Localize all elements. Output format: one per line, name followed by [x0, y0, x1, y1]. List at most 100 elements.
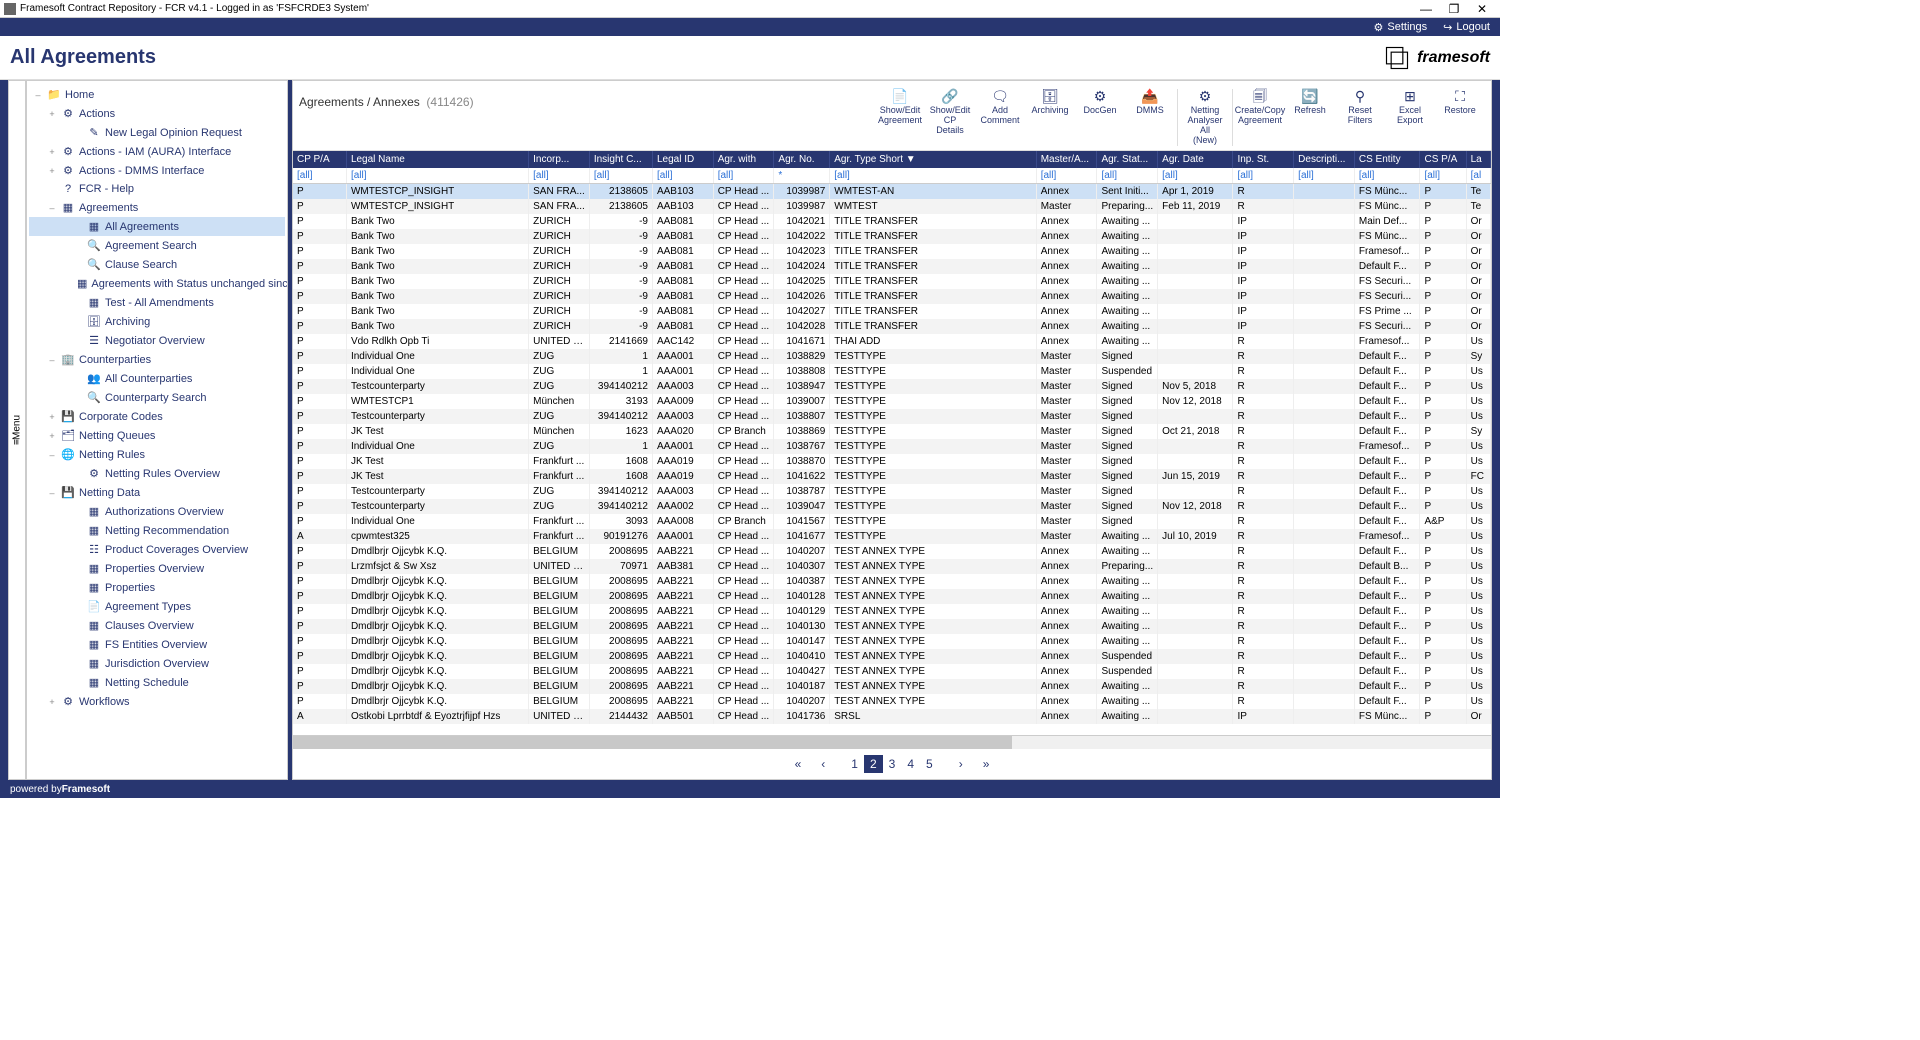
toolbar-reset-filters[interactable]: ⚲ResetFilters — [1335, 89, 1385, 126]
nav-item-fcr-help[interactable]: ?FCR - Help — [29, 180, 285, 198]
filter-cell[interactable]: [all] — [589, 168, 652, 184]
expand-icon[interactable]: – — [47, 203, 57, 213]
table-row[interactable]: AOstkobi Lprrbtdf & Eyoztrjfijpf HzsUNIT… — [293, 709, 1491, 724]
toolbar-restore[interactable]: ⛶Restore — [1435, 89, 1485, 126]
toolbar-dmms[interactable]: 📤DMMS — [1125, 89, 1175, 136]
pager-page-3[interactable]: 3 — [883, 755, 902, 773]
nav-item-agreement-search[interactable]: 🔍Agreement Search — [29, 236, 285, 255]
table-row[interactable]: PTestcounterpartyZUG394140212AAA003CP He… — [293, 409, 1491, 424]
table-row[interactable]: PBank TwoZURICH-9AAB081CP Head ...104202… — [293, 319, 1491, 334]
table-row[interactable]: PTestcounterpartyZUG394140212AAA002CP He… — [293, 499, 1491, 514]
horizontal-scrollbar[interactable] — [293, 735, 1491, 749]
table-row[interactable]: PIndividual OneZUG1AAA001CP Head ...1038… — [293, 439, 1491, 454]
filter-cell[interactable]: [al — [1466, 168, 1490, 184]
close-button[interactable]: ✕ — [1468, 2, 1496, 16]
nav-item-properties-overview[interactable]: ▦Properties Overview — [29, 559, 285, 578]
maximize-button[interactable]: ❐ — [1440, 2, 1468, 16]
col-cs-entity[interactable]: CS Entity — [1354, 151, 1420, 168]
table-row[interactable]: PDmdlbrjr Ojjcybk K.Q.BELGIUM2008695AAB2… — [293, 604, 1491, 619]
nav-item-counterparty-search[interactable]: 🔍Counterparty Search — [29, 388, 285, 407]
col-descripti-[interactable]: Descripti... — [1294, 151, 1355, 168]
col-agr-with[interactable]: Agr. with — [713, 151, 774, 168]
nav-item-actions[interactable]: +⚙Actions — [29, 104, 285, 123]
settings-link[interactable]: ⚙ Settings — [1374, 21, 1428, 34]
filter-cell[interactable]: [all] — [1294, 168, 1355, 184]
nav-item-netting-schedule[interactable]: ▦Netting Schedule — [29, 673, 285, 692]
col-agr-no-[interactable]: Agr. No. — [774, 151, 830, 168]
pager-first[interactable]: « — [789, 755, 808, 773]
pager-page-2[interactable]: 2 — [864, 755, 883, 773]
table-row[interactable]: PBank TwoZURICH-9AAB081CP Head ...104202… — [293, 214, 1491, 229]
nav-item-netting-recommendation[interactable]: ▦Netting Recommendation — [29, 521, 285, 540]
nav-item-jurisdiction-overview[interactable]: ▦Jurisdiction Overview — [29, 654, 285, 673]
col-agr-stat-[interactable]: Agr. Stat... — [1097, 151, 1158, 168]
expand-icon[interactable]: + — [47, 697, 57, 707]
nav-item-agreement-types[interactable]: 📄Agreement Types — [29, 597, 285, 616]
nav-item-netting-data[interactable]: –💾Netting Data — [29, 483, 285, 502]
nav-item-clause-search[interactable]: 🔍Clause Search — [29, 255, 285, 274]
nav-item-netting-rules-overview[interactable]: ⚙Netting Rules Overview — [29, 464, 285, 483]
table-row[interactable]: PDmdlbrjr Ojjcybk K.Q.BELGIUM2008695AAB2… — [293, 574, 1491, 589]
toolbar-excel-export[interactable]: ⊞ExcelExport — [1385, 89, 1435, 126]
filter-cell[interactable]: [all] — [529, 168, 590, 184]
toolbar-archiving[interactable]: 🗄Archiving — [1025, 89, 1075, 136]
nav-item-actions-iam-aura-interface[interactable]: +⚙Actions - IAM (AURA) Interface — [29, 142, 285, 161]
nav-item-netting-rules[interactable]: –🌐Netting Rules — [29, 445, 285, 464]
minimize-button[interactable]: — — [1412, 2, 1440, 16]
toolbar-refresh[interactable]: 🔄Refresh — [1285, 89, 1335, 126]
col-agr-type-short-[interactable]: Agr. Type Short ▼ — [830, 151, 1036, 168]
table-row[interactable]: PDmdlbrjr Ojjcybk K.Q.BELGIUM2008695AAB2… — [293, 619, 1491, 634]
nav-item-properties[interactable]: ▦Properties — [29, 578, 285, 597]
nav-item-corporate-codes[interactable]: +💾Corporate Codes — [29, 407, 285, 426]
filter-cell[interactable]: [all] — [346, 168, 528, 184]
nav-item-all-counterparties[interactable]: 👥All Counterparties — [29, 369, 285, 388]
expand-icon[interactable]: + — [47, 109, 57, 119]
table-row[interactable]: PVdo Rdlkh Opb TiUNITED S...2141669AAC14… — [293, 334, 1491, 349]
filter-cell[interactable]: [all] — [1036, 168, 1097, 184]
col-legal-name[interactable]: Legal Name — [346, 151, 528, 168]
filter-cell[interactable]: [all] — [1097, 168, 1158, 184]
logout-link[interactable]: ↪ Logout — [1443, 21, 1490, 34]
table-row[interactable]: PWMTESTCP1München3193AAA009CP Head ...10… — [293, 394, 1491, 409]
nav-item-workflows[interactable]: +⚙Workflows — [29, 692, 285, 711]
nav-item-fs-entities-overview[interactable]: ▦FS Entities Overview — [29, 635, 285, 654]
expand-icon[interactable]: + — [47, 431, 57, 441]
table-row[interactable]: PIndividual OneFrankfurt ...3093AAA008CP… — [293, 514, 1491, 529]
table-row[interactable]: PTestcounterpartyZUG394140212AAA003CP He… — [293, 484, 1491, 499]
filter-cell[interactable]: * — [774, 168, 830, 184]
pager-page-5[interactable]: 5 — [920, 755, 939, 773]
nav-item-clauses-overview[interactable]: ▦Clauses Overview — [29, 616, 285, 635]
expand-icon[interactable]: + — [47, 147, 57, 157]
grid-wrapper[interactable]: CP P/ALegal NameIncorp...Insight C...Leg… — [293, 151, 1491, 735]
toolbar-add-comment[interactable]: 🗨AddComment — [975, 89, 1025, 136]
filter-cell[interactable]: [all] — [652, 168, 713, 184]
nav-item-all-agreements[interactable]: ▦All Agreements — [29, 217, 285, 236]
toolbar-show-edit-agreement[interactable]: 📄Show/EditAgreement — [875, 89, 925, 136]
expand-icon[interactable]: – — [47, 488, 57, 498]
filter-cell[interactable]: [all] — [1354, 168, 1420, 184]
table-row[interactable]: PLrzmfsjct & Sw XszUNITED S...70971AAB38… — [293, 559, 1491, 574]
table-row[interactable]: PTestcounterpartyZUG394140212AAA003CP He… — [293, 379, 1491, 394]
table-row[interactable]: PIndividual OneZUG1AAA001CP Head ...1038… — [293, 349, 1491, 364]
nav-item-new-legal-opinion-request[interactable]: ✎New Legal Opinion Request — [29, 123, 285, 142]
pager-prev[interactable]: ‹ — [815, 755, 831, 773]
table-row[interactable]: PDmdlbrjr Ojjcybk K.Q.BELGIUM2008695AAB2… — [293, 679, 1491, 694]
table-row[interactable]: PWMTESTCP_INSIGHTSAN FRA...2138605AAB103… — [293, 199, 1491, 214]
table-row[interactable]: PDmdlbrjr Ojjcybk K.Q.BELGIUM2008695AAB2… — [293, 634, 1491, 649]
nav-item-negotiator-overview[interactable]: ☰Negotiator Overview — [29, 331, 285, 350]
table-row[interactable]: PDmdlbrjr Ojjcybk K.Q.BELGIUM2008695AAB2… — [293, 589, 1491, 604]
toolbar-show-edit-cp-details[interactable]: 🔗Show/EditCPDetails — [925, 89, 975, 136]
col-inp-st-[interactable]: Inp. St. — [1233, 151, 1294, 168]
nav-item-netting-queues[interactable]: +🗂Netting Queues — [29, 426, 285, 445]
table-row[interactable]: PJK TestMünchen1623AAA020CP Branch103886… — [293, 424, 1491, 439]
nav-item-product-coverages-overview[interactable]: ☷Product Coverages Overview — [29, 540, 285, 559]
table-row[interactable]: Acpwmtest325Frankfurt ...90191276AAA001C… — [293, 529, 1491, 544]
pager-page-1[interactable]: 1 — [845, 755, 864, 773]
expand-icon[interactable]: – — [47, 355, 57, 365]
expand-icon[interactable]: + — [47, 412, 57, 422]
filter-cell[interactable]: [all] — [293, 168, 346, 184]
col-insight-c-[interactable]: Insight C... — [589, 151, 652, 168]
toolbar-create-copy-agreement[interactable]: 🗐Create/CopyAgreement — [1235, 89, 1285, 126]
table-row[interactable]: PJK TestFrankfurt ...1608AAA019CP Head .… — [293, 469, 1491, 484]
table-row[interactable]: PJK TestFrankfurt ...1608AAA019CP Head .… — [293, 454, 1491, 469]
